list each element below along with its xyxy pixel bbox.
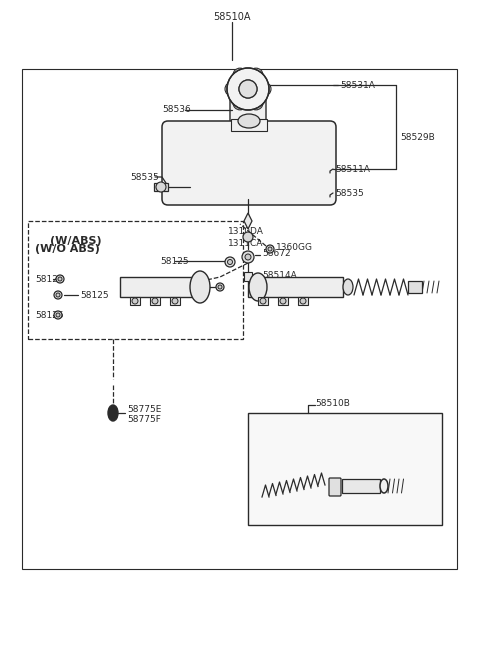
Circle shape <box>228 260 232 265</box>
Circle shape <box>216 283 224 291</box>
Circle shape <box>56 275 64 283</box>
Text: 58514A: 58514A <box>262 271 297 281</box>
Circle shape <box>243 232 253 242</box>
Bar <box>248 413 442 525</box>
Bar <box>28 221 243 339</box>
Circle shape <box>239 80 257 98</box>
Circle shape <box>300 298 306 304</box>
Text: 58125: 58125 <box>35 275 64 284</box>
Text: 58125: 58125 <box>160 256 189 265</box>
Bar <box>408 281 422 293</box>
Text: 1310DA: 1310DA <box>228 227 264 235</box>
Ellipse shape <box>380 479 388 493</box>
FancyBboxPatch shape <box>329 478 341 496</box>
Circle shape <box>233 68 247 82</box>
Text: 58672: 58672 <box>262 250 290 258</box>
Text: 1311CA: 1311CA <box>228 238 264 248</box>
Bar <box>278 297 288 305</box>
Ellipse shape <box>190 271 210 303</box>
Text: 58125: 58125 <box>80 290 108 300</box>
Circle shape <box>152 298 158 304</box>
Circle shape <box>54 311 62 319</box>
Text: 58531A: 58531A <box>340 81 375 89</box>
Ellipse shape <box>343 279 353 295</box>
Text: 58775E: 58775E <box>127 405 161 413</box>
Circle shape <box>54 291 62 299</box>
Text: 58535: 58535 <box>335 189 364 198</box>
Circle shape <box>56 293 60 297</box>
Circle shape <box>56 313 60 317</box>
Bar <box>150 297 160 305</box>
Text: 58535: 58535 <box>130 173 159 181</box>
Circle shape <box>268 247 272 251</box>
Circle shape <box>257 82 271 96</box>
Ellipse shape <box>249 273 267 301</box>
FancyBboxPatch shape <box>230 96 266 122</box>
Text: (W/O ABS): (W/O ABS) <box>35 244 100 254</box>
Circle shape <box>225 82 239 96</box>
Text: 58511A: 58511A <box>335 164 370 173</box>
Ellipse shape <box>238 114 260 128</box>
Bar <box>22 69 457 569</box>
Polygon shape <box>244 213 252 229</box>
FancyBboxPatch shape <box>162 121 336 205</box>
Bar <box>298 297 308 305</box>
Bar <box>154 183 168 191</box>
Text: 58536: 58536 <box>162 106 191 114</box>
Bar <box>120 277 205 297</box>
Circle shape <box>245 254 251 260</box>
Circle shape <box>132 298 138 304</box>
Circle shape <box>239 80 257 98</box>
Circle shape <box>242 251 254 263</box>
Circle shape <box>218 285 222 289</box>
Circle shape <box>156 182 166 192</box>
Circle shape <box>280 298 286 304</box>
Circle shape <box>266 245 274 253</box>
Bar <box>258 297 268 305</box>
Ellipse shape <box>241 97 255 107</box>
Circle shape <box>58 277 62 281</box>
Circle shape <box>260 298 266 304</box>
Text: 1360GG: 1360GG <box>276 242 313 252</box>
Bar <box>130 297 140 305</box>
Text: 58510A: 58510A <box>213 12 251 22</box>
Circle shape <box>227 68 269 110</box>
Bar <box>231 119 267 131</box>
Circle shape <box>233 96 247 110</box>
Bar <box>248 277 343 297</box>
Ellipse shape <box>108 405 118 421</box>
Circle shape <box>249 96 263 110</box>
Bar <box>244 272 252 281</box>
Bar <box>342 479 380 493</box>
Text: 58125: 58125 <box>152 283 180 292</box>
Text: 58529B: 58529B <box>400 133 435 141</box>
Text: 58775F: 58775F <box>127 415 161 424</box>
Circle shape <box>172 298 178 304</box>
Circle shape <box>249 68 263 82</box>
Text: 58510B: 58510B <box>315 399 350 407</box>
Bar <box>170 297 180 305</box>
Text: 58125: 58125 <box>35 311 64 319</box>
Circle shape <box>225 257 235 267</box>
Text: (W/ABS): (W/ABS) <box>50 236 102 246</box>
